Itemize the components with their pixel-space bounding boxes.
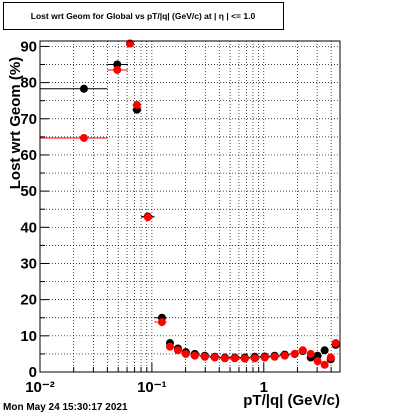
timestamp: Mon May 24 15:30:17 2021	[3, 402, 128, 413]
y-tick-label: 50	[20, 183, 37, 200]
data-point	[230, 354, 239, 363]
data-point	[157, 318, 166, 327]
data-point	[113, 65, 122, 74]
data-point	[331, 339, 340, 348]
y-tick-label: 90	[20, 38, 37, 55]
data-point	[280, 351, 289, 360]
plot-area: 0 10 20 30 40 50 60 70 80 90 10⁻² 10⁻¹ 1	[20, 38, 340, 396]
chart-title: Lost wrt Geom for Global vs pT/|q| (GeV/…	[31, 11, 256, 21]
data-point	[240, 354, 249, 363]
data-point	[270, 352, 279, 361]
data-point	[200, 352, 209, 361]
data-point	[210, 353, 219, 362]
data-point	[298, 346, 307, 355]
data-point	[79, 84, 88, 93]
data-point	[313, 357, 322, 366]
data-point	[290, 349, 299, 358]
x-tick-label: 10⁻²	[25, 379, 55, 396]
data-point	[173, 346, 182, 355]
data-point	[326, 353, 335, 362]
x-axis-label: pT/|q| (GeV/c)	[243, 392, 340, 409]
x-tick-label: 10⁻¹	[137, 379, 167, 396]
data-point	[79, 133, 88, 142]
data-point	[132, 101, 141, 110]
data-point	[250, 354, 259, 363]
data-point	[165, 342, 174, 351]
y-tick-label: 80	[20, 75, 37, 92]
y-tick-label: 10	[20, 328, 37, 345]
x-tick-label: 1	[260, 379, 268, 396]
y-tick-label: 30	[20, 255, 37, 272]
frame	[39, 40, 341, 373]
data-point	[125, 39, 134, 48]
data-point	[320, 346, 329, 355]
data-point	[190, 351, 199, 360]
data-point	[181, 349, 190, 358]
data-point	[320, 360, 329, 369]
y-tick-label: 60	[20, 147, 37, 164]
y-axis-label: Lost wrt Geom (%)	[7, 57, 24, 190]
data-point	[306, 349, 315, 358]
y-tick-label: 40	[20, 219, 37, 236]
data-point	[143, 213, 152, 222]
data-point	[260, 353, 269, 362]
y-tick-label: 0	[29, 364, 37, 381]
y-tick-label: 70	[20, 111, 37, 128]
data-point	[220, 354, 229, 363]
y-tick-label: 20	[20, 292, 37, 309]
title-box	[3, 2, 284, 30]
